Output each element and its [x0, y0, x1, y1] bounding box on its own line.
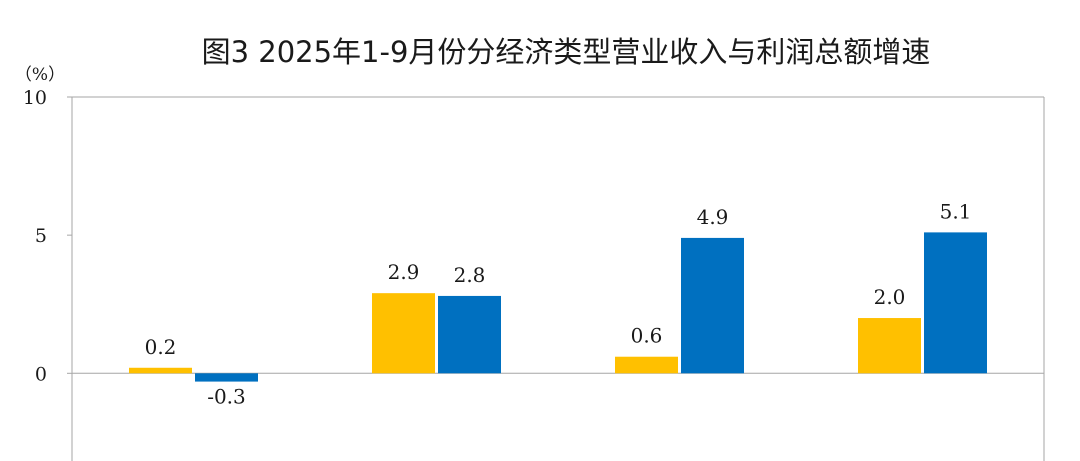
data-label: 2.0 — [874, 285, 906, 309]
y-tick-label: 0 — [35, 363, 47, 385]
y-tick-label: 5 — [35, 225, 47, 247]
data-label: 2.8 — [454, 263, 486, 287]
bar — [195, 373, 258, 382]
bar — [924, 232, 987, 374]
y-axis-ticks: 0 5 10 — [23, 87, 72, 385]
data-label: 0.2 — [145, 335, 177, 359]
data-label: 0.6 — [631, 324, 663, 348]
chart-title: 图3 2025年1-9月份分经济类型营业收入与利润总额增速 — [202, 35, 931, 69]
bar — [372, 293, 435, 374]
data-labels: 0.2 -0.3 2.9 2.8 0.6 4.9 2.0 5.1 — [145, 199, 972, 408]
bar — [615, 356, 678, 374]
bar — [438, 295, 501, 374]
y-axis-unit-label: （%） — [15, 65, 65, 85]
y-tick-label: 10 — [23, 87, 47, 109]
data-label: 4.9 — [697, 205, 729, 229]
bars — [129, 232, 987, 382]
data-label: -0.3 — [207, 385, 246, 409]
bar — [681, 237, 744, 374]
data-label: 2.9 — [388, 260, 420, 284]
data-label: 5.1 — [940, 199, 972, 223]
bar — [858, 318, 921, 374]
bar — [129, 367, 192, 374]
